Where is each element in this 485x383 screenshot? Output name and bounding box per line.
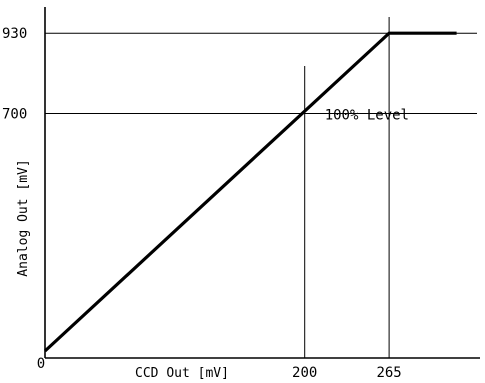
annotation-100-level: 100% Level — [325, 108, 409, 124]
origin-label: 0 — [37, 356, 45, 372]
guide-lines — [45, 17, 477, 358]
x-tick-label-200: 200 — [292, 365, 317, 381]
x-tick-label-265: 265 — [376, 365, 401, 381]
y-tick-label-930: 930 — [2, 26, 27, 42]
tick-labels: 700 930 200 265 — [2, 26, 402, 381]
series-line — [43, 31, 457, 353]
y-axis-label: Analog Out [mV] — [16, 159, 31, 276]
x-axis-label: CCD Out [mV] — [135, 366, 229, 381]
y-tick-label-700: 700 — [2, 107, 27, 123]
